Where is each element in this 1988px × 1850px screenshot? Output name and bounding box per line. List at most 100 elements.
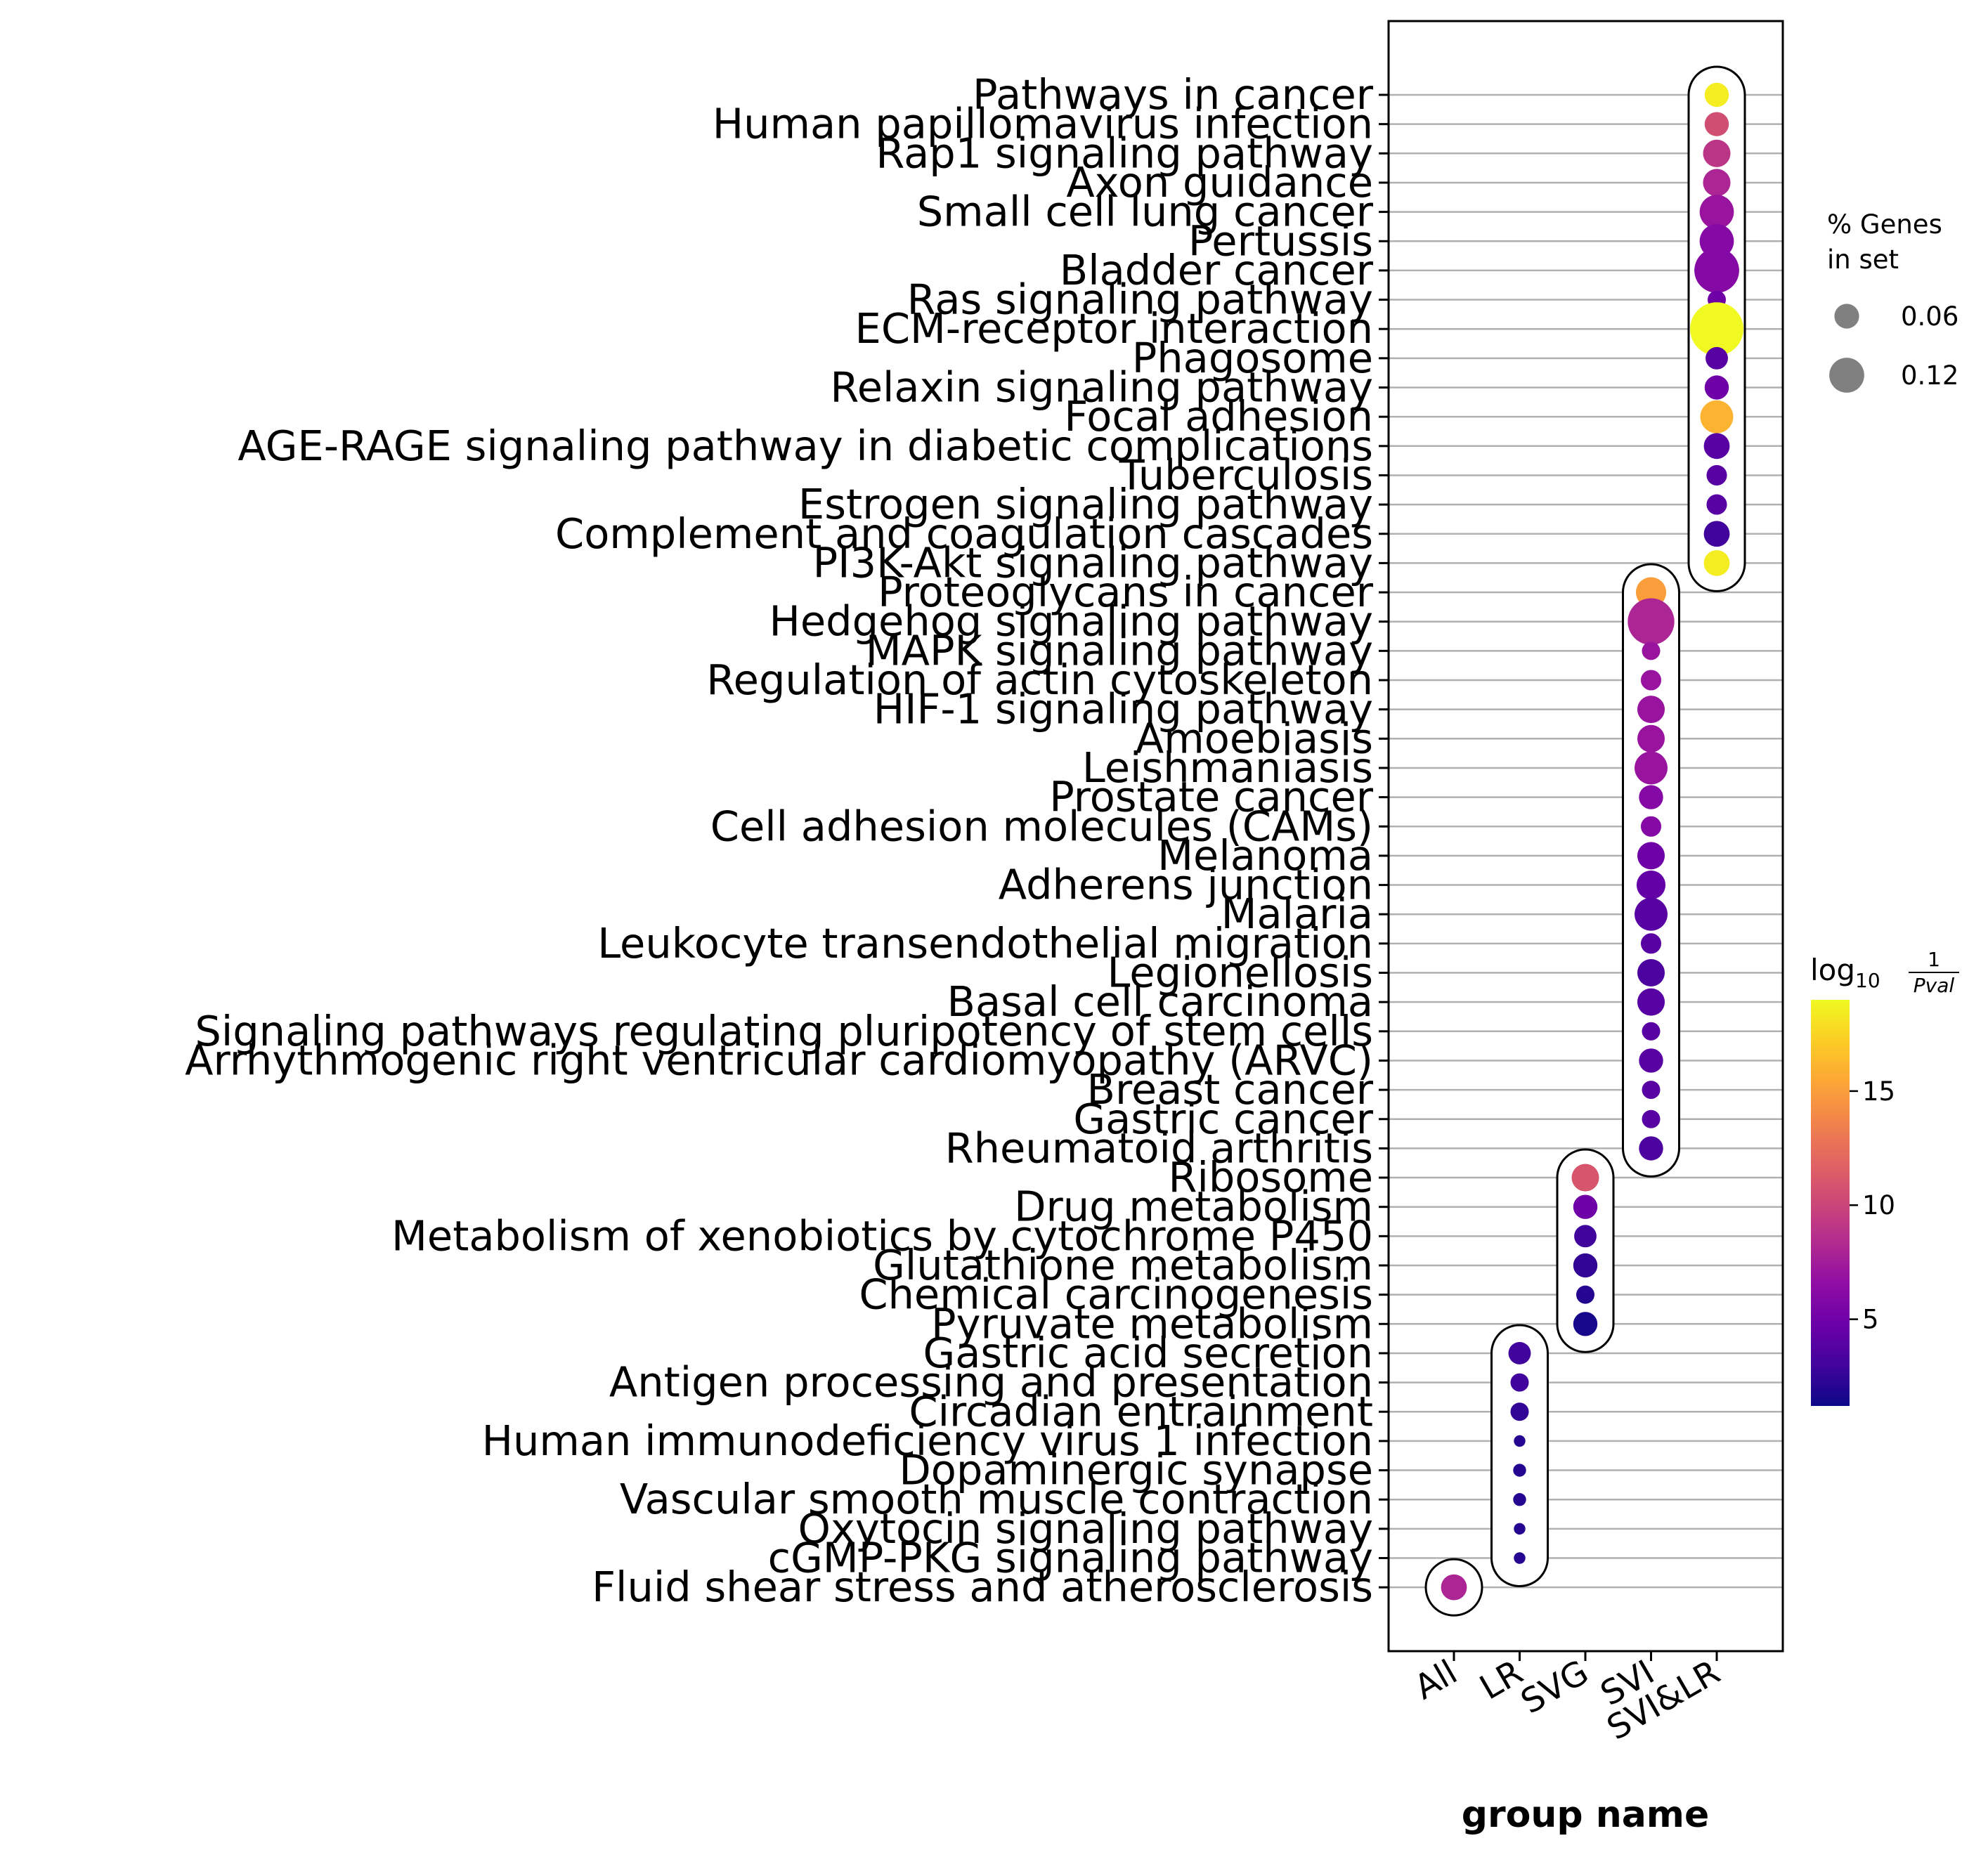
dot — [1637, 958, 1665, 987]
dot — [1637, 842, 1665, 870]
colorbar-tick-label: 10 — [1862, 1190, 1895, 1220]
y-tick-label: Estrogen signaling pathway — [798, 480, 1373, 528]
y-tick-label: Bladder cancer — [1060, 246, 1374, 294]
size-legend-title-line1: % Genes — [1827, 209, 1942, 240]
y-tick-label: cGMP-PKG signaling pathway — [768, 1534, 1373, 1582]
dot — [1513, 1493, 1526, 1506]
dot — [1513, 1464, 1526, 1477]
y-tick-label: Pertussis — [1188, 216, 1373, 265]
group-outline — [1556, 1148, 1615, 1353]
y-tick-label: Signaling pathways regulating pluripoten… — [195, 1007, 1373, 1055]
size-legend-title-line2: in set — [1827, 245, 1899, 275]
dot — [1639, 1048, 1663, 1073]
size-legend: % Genes in set 0.06 0.12 — [1827, 209, 1958, 393]
colorbar-title-log: log — [1810, 953, 1855, 987]
dot — [1704, 82, 1729, 108]
size-legend-label: 0.06 — [1901, 301, 1958, 332]
y-tick-label: Glutathione metabolism — [873, 1241, 1373, 1289]
y-tick-label: Leishmaniasis — [1082, 743, 1373, 792]
dot — [1508, 1342, 1531, 1364]
y-tick-label: Leukocyte transendothelial migration — [597, 919, 1373, 968]
dot — [1699, 195, 1734, 229]
dot — [1706, 346, 1728, 370]
y-tick-label: Antigen processing and presentation — [609, 1358, 1373, 1407]
y-tick-label: Gastric cancer — [1073, 1095, 1373, 1143]
y-tick-label: Breast cancer — [1087, 1065, 1374, 1114]
dot — [1639, 1136, 1663, 1161]
dot — [1574, 1225, 1597, 1248]
dot — [1514, 1523, 1526, 1535]
size-legend-entries: 0.06 0.12 — [1829, 301, 1958, 393]
dot — [1571, 1164, 1599, 1192]
y-tick-label: Axon guidance — [1066, 158, 1373, 207]
colorbar-title-numerator: 1 — [1928, 948, 1940, 971]
dot — [1642, 1022, 1661, 1041]
y-tick-label: Chemical carcinogenesis — [859, 1270, 1373, 1319]
dot — [1636, 870, 1666, 900]
y-tick-label: Malaria — [1221, 890, 1373, 938]
axis-ticks — [1379, 93, 1718, 1661]
y-tick-label: Arrhythmogenic right ventricular cardiom… — [185, 1036, 1373, 1084]
dot — [1628, 598, 1675, 645]
y-tick-label: Fluid shear stress and atherosclerosis — [592, 1563, 1373, 1611]
y-tick-label: Rheumatoid arthritis — [945, 1123, 1373, 1172]
y-tick-label: Human papillomavirus infection — [713, 100, 1373, 148]
y-tick-label: Metabolism of xenobiotics by cytochrome … — [391, 1211, 1373, 1260]
group-outline — [1490, 1324, 1549, 1587]
y-tick-label: Phagosome — [1132, 334, 1373, 382]
y-tick-label: Relaxin signaling pathway — [830, 363, 1373, 412]
dot — [1640, 933, 1662, 954]
y-tick-label: Pathways in cancer — [973, 70, 1374, 119]
colorbar-tick-label: 15 — [1862, 1076, 1895, 1107]
dot — [1704, 375, 1729, 400]
dot — [1514, 1552, 1526, 1564]
y-tick-label: Ras signaling pathway — [907, 275, 1373, 324]
y-tick-label: Dopaminergic synapse — [899, 1446, 1373, 1494]
dot — [1573, 1312, 1598, 1336]
dot — [1706, 464, 1727, 486]
dot — [1694, 248, 1739, 293]
y-tick-label: Vascular smooth muscle contraction — [620, 1475, 1373, 1523]
colorbar-title: log10 — [1810, 953, 1880, 992]
y-tick-label: Gastric acid secretion — [923, 1329, 1373, 1377]
y-tick-label: Oxytocin signaling pathway — [798, 1504, 1373, 1553]
y-tick-label: AGE-RAGE signaling pathway in diabetic c… — [238, 422, 1373, 470]
y-tick-label: Hedgehog signaling pathway — [769, 597, 1373, 646]
colorbar-ticks: 5 10 15 — [1850, 1076, 1895, 1335]
dot — [1441, 1574, 1467, 1601]
y-tick-label: Amoebiasis — [1136, 714, 1373, 762]
y-tick-label: Circadian entrainment — [909, 1387, 1373, 1435]
colorbar: log10 1 Pval 5 10 15 — [1810, 948, 1959, 1406]
size-legend-marker — [1829, 358, 1864, 393]
dot — [1703, 139, 1731, 167]
dot — [1637, 696, 1665, 724]
y-tick-label: Ribosome — [1168, 1153, 1373, 1201]
y-tick-label: Regulation of actin cytoskeleton — [706, 656, 1373, 704]
y-tick-label: MAPK signaling pathway — [866, 626, 1373, 675]
dot — [1642, 1081, 1661, 1100]
dot — [1703, 521, 1730, 547]
y-tick-label: Basal cell carcinoma — [947, 977, 1373, 1026]
dots — [1424, 65, 1746, 1617]
y-tick-label: ECM-receptor interaction — [855, 304, 1373, 353]
dot — [1637, 724, 1665, 753]
dot — [1635, 897, 1668, 931]
dot — [1642, 1109, 1661, 1128]
dot — [1635, 751, 1668, 785]
plot-frame — [1387, 20, 1784, 1653]
x-tick-label: SVG — [1514, 1653, 1595, 1722]
y-tick-label: HIF-1 signaling pathway — [873, 685, 1373, 734]
dot — [1703, 169, 1731, 197]
dot — [1700, 400, 1734, 434]
dot — [1573, 1194, 1598, 1219]
dot — [1510, 1402, 1529, 1421]
colorbar-tick-label: 5 — [1862, 1305, 1879, 1335]
dot — [1639, 785, 1663, 809]
dot — [1640, 670, 1662, 691]
colorbar-title-denominator: Pval — [1914, 974, 1955, 997]
dot — [1706, 494, 1727, 515]
y-tick-label: Adherens junction — [999, 861, 1373, 909]
